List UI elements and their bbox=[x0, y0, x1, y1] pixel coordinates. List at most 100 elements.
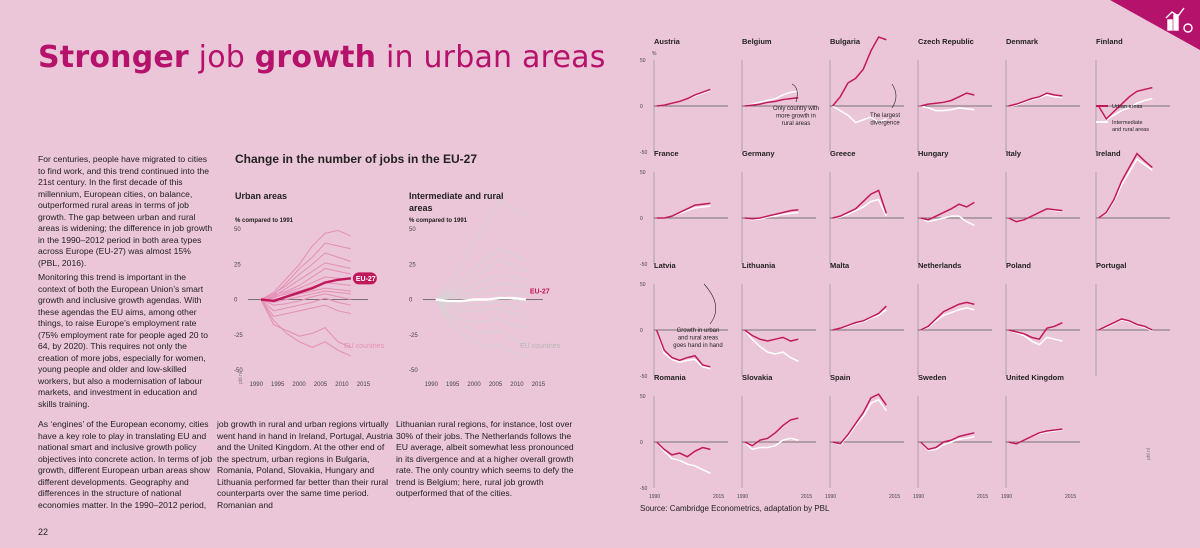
rural-series-line bbox=[920, 215, 975, 227]
panel-country-title: Belgium bbox=[742, 37, 772, 46]
country-series-line bbox=[260, 267, 351, 301]
urban-series-line bbox=[1008, 92, 1063, 107]
x-tick-label: 2005 bbox=[489, 382, 503, 388]
urban-series-line bbox=[1098, 152, 1153, 219]
rural-series-line bbox=[832, 198, 888, 219]
urban-series-line bbox=[920, 432, 975, 451]
x-tick-label: 2015 bbox=[1065, 494, 1076, 500]
annotation-bulgaria: The largest divergence bbox=[870, 113, 900, 127]
panel-sweden: Sweden 1990 2015 bbox=[913, 373, 992, 500]
panel-austria: Austria 50 0 -50% bbox=[640, 37, 728, 156]
panel-country-title: Austria bbox=[654, 37, 681, 46]
panel-country-title: Denmark bbox=[1006, 37, 1039, 46]
x-tick-label: 1990 bbox=[825, 494, 836, 500]
eu27-series-line bbox=[435, 296, 526, 303]
country-small-multiples: Austria 50 0 -50% Belgium Bulgaria Czech Repub… bbox=[640, 36, 1170, 500]
urban-series-line bbox=[920, 301, 975, 331]
corner-triangle bbox=[1110, 0, 1200, 50]
y-tick-label: 0 bbox=[640, 104, 643, 110]
panel-country-title: Romania bbox=[654, 373, 687, 382]
panel-country-title: Slovakia bbox=[742, 373, 773, 382]
paragraph-engines: As ‘engines’ of the European economy, ci… bbox=[38, 419, 213, 510]
panel-united-kingdom: United Kingdom 1990 2015 bbox=[1001, 373, 1080, 500]
annotation-bulgaria-arrow bbox=[891, 83, 897, 109]
panel-country-title: Finland bbox=[1096, 37, 1123, 46]
y-tick-label: 25 bbox=[234, 262, 241, 268]
rural-series-line bbox=[656, 205, 711, 219]
country-series-line bbox=[260, 299, 351, 318]
x-tick-label: 2015 bbox=[357, 382, 371, 388]
page-number: 22 bbox=[38, 527, 49, 537]
urban-series-line bbox=[744, 329, 799, 342]
rural-panel-title: Intermediate and rural areas bbox=[409, 191, 504, 213]
urban-series-line bbox=[920, 201, 975, 221]
urban-series-line bbox=[656, 441, 711, 458]
panel-country-title: Sweden bbox=[918, 373, 947, 382]
panel-spain: Spain 1990 2015 bbox=[825, 373, 904, 500]
rural-series-line bbox=[655, 441, 711, 474]
annotation-belgium: Only country with more growth in rural are… bbox=[773, 106, 819, 127]
country-series-line bbox=[435, 299, 527, 346]
rural-eu-chart: 50 25 0 -25 -50 1990 1995 2000 2005 2010 2015 EU-27… bbox=[409, 200, 561, 388]
country-series-line bbox=[435, 248, 527, 300]
country-series-line bbox=[435, 291, 526, 301]
x-tick-label: 2015 bbox=[713, 494, 724, 500]
x-tick-label: 2015 bbox=[801, 494, 812, 500]
legend-urban-label: Urban areas bbox=[1112, 104, 1143, 110]
country-series-line bbox=[435, 200, 527, 300]
x-tick-label: 1990 bbox=[1001, 494, 1012, 500]
y-tick-label: 50 bbox=[409, 227, 416, 233]
y-tick-label: 50 bbox=[640, 282, 646, 288]
y-tick-label: -25 bbox=[234, 333, 243, 339]
y-tick-label: 50 bbox=[640, 58, 646, 64]
pbl-mark: pbl.nl bbox=[238, 372, 244, 384]
panel-country-title: Czech Republic bbox=[918, 37, 974, 46]
y-tick-label: 0 bbox=[640, 216, 643, 222]
panel-country-title: France bbox=[654, 149, 679, 158]
country-series-line bbox=[435, 298, 526, 310]
y-tick-label: 50 bbox=[234, 227, 241, 233]
x-tick-label: 2010 bbox=[335, 382, 349, 388]
y-tick-label: -50 bbox=[640, 262, 647, 268]
panel-czech-republic: Czech Republic bbox=[917, 37, 992, 152]
urban-series-line bbox=[1008, 208, 1063, 223]
y-tick-label: -50 bbox=[234, 368, 243, 374]
panel-poland: Poland bbox=[1005, 261, 1080, 376]
paragraph-monitoring: Monitoring this trend is important in th… bbox=[38, 272, 209, 409]
pbl-mark: pbl.nl bbox=[1146, 448, 1152, 460]
country-series-line bbox=[260, 299, 352, 348]
x-tick-label: 1995 bbox=[446, 382, 460, 388]
x-tick-label: 2015 bbox=[532, 382, 546, 388]
country-series-line bbox=[260, 297, 351, 312]
country-series-line bbox=[260, 262, 351, 301]
urban-series-line bbox=[832, 393, 887, 445]
panel-country-title: United Kingdom bbox=[1006, 373, 1064, 382]
panel-hungary: Hungary bbox=[917, 149, 992, 264]
urban-series-line bbox=[831, 36, 887, 107]
chart-icon bbox=[1165, 7, 1193, 33]
x-tick-label: 1990 bbox=[737, 494, 748, 500]
x-tick-label: 1990 bbox=[425, 382, 439, 388]
y-tick-label: -50 bbox=[640, 150, 647, 156]
panel-ireland: Ireland bbox=[1095, 149, 1170, 264]
eu27-label: EU-27 bbox=[530, 289, 550, 296]
panel-finland: Finland bbox=[1095, 37, 1170, 152]
urban-eu-chart: 50 25 0 -25 -50 1990 1995 2000 2005 2010 2015 EU-27… bbox=[234, 227, 385, 388]
panel-country-title: Latvia bbox=[654, 261, 677, 270]
panel-country-title: Germany bbox=[742, 149, 775, 158]
y-tick-label: 25 bbox=[409, 262, 416, 268]
source-note: Source: Cambridge Econometrics, adaptati… bbox=[640, 504, 830, 513]
x-tick-label: 1990 bbox=[913, 494, 924, 500]
x-tick-label: 2015 bbox=[889, 494, 900, 500]
urban-series-line bbox=[832, 189, 888, 219]
y-tick-label: -50 bbox=[640, 486, 647, 492]
urban-y-axis-label: % compared to 1991 bbox=[235, 218, 294, 224]
panel-country-title: Malta bbox=[830, 261, 850, 270]
panel-country-title: Italy bbox=[1006, 149, 1022, 158]
panel-netherlands: Netherlands bbox=[917, 261, 992, 376]
urban-series-line bbox=[744, 96, 799, 107]
country-series-line bbox=[260, 293, 351, 306]
panel-country-title: Poland bbox=[1006, 261, 1031, 270]
urban-series-line bbox=[832, 305, 887, 331]
